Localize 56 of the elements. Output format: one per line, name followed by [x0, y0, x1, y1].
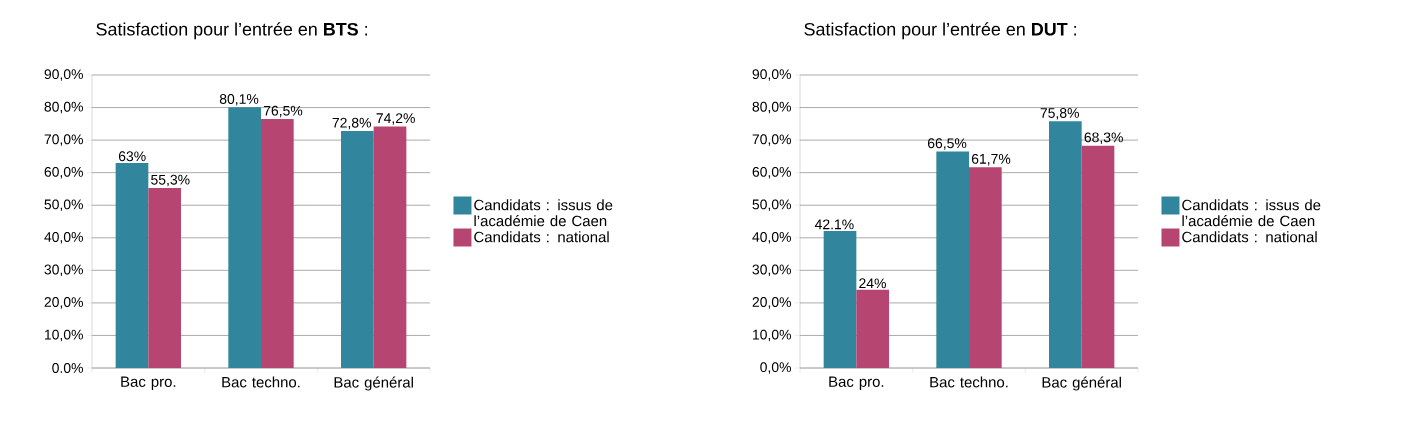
bar — [228, 107, 261, 368]
y-tick-label: 90,0% — [752, 69, 791, 81]
legend-label: Candidats : issus de l’académie de Caen — [1182, 199, 1321, 227]
data-label: 42.1% — [814, 219, 854, 230]
bar — [969, 167, 1002, 368]
data-label: 74,2% — [376, 113, 415, 125]
bar — [115, 162, 149, 368]
y-tick-label: 50,0% — [752, 199, 791, 211]
y-tick-label: 90,0% — [44, 69, 83, 81]
bar — [1049, 121, 1082, 368]
bar — [341, 131, 374, 368]
bar — [856, 289, 890, 368]
y-tick-label: 20,0% — [752, 297, 791, 309]
y-tick-label: 80,0% — [752, 101, 791, 114]
bar — [823, 230, 857, 368]
bar — [1081, 145, 1115, 368]
bar — [936, 151, 970, 368]
y-tick-label: 50,0% — [44, 199, 83, 211]
data-label: 61,7% — [971, 153, 1011, 166]
chart-title: Satisfaction pour l’entrée en DUT : — [804, 22, 1076, 40]
y-tick-label: 40,0% — [752, 232, 791, 244]
x-tick-label: Bac techno. — [222, 376, 300, 388]
x-tick-label: Bac techno. — [930, 376, 1008, 388]
y-tick-label: 0,0% — [760, 362, 791, 374]
data-label: 72,8% — [332, 117, 371, 130]
chart-title: Satisfaction pour l’entrée en BTS : — [96, 22, 367, 40]
y-tick-label: 30,0% — [752, 264, 791, 277]
y-tick-label: 60,0% — [44, 166, 83, 179]
legend-label: Candidats : issus de l’académie de Caen — [474, 199, 613, 227]
x-tick-label: Bac général — [1042, 376, 1121, 391]
data-label: 63% — [118, 151, 146, 162]
data-label: 75,8% — [1040, 108, 1079, 120]
bar — [148, 187, 182, 368]
x-tick-label: Bac pro. — [121, 376, 176, 390]
y-tick-label: 20,0% — [44, 297, 83, 309]
x-tick-label: Bac général — [334, 376, 413, 391]
data-label: 80,1% — [219, 94, 259, 106]
bar — [373, 126, 407, 368]
y-tick-label: 80,0% — [44, 101, 83, 114]
y-tick-label: 70,0% — [752, 134, 791, 146]
legend-label: Candidats : national — [474, 231, 609, 243]
data-label: 76,5% — [263, 105, 303, 118]
data-label: 66,5% — [927, 138, 967, 150]
data-label: 68,3% — [1084, 132, 1123, 144]
y-tick-label: 40,0% — [44, 232, 83, 244]
y-tick-label: 70,0% — [44, 134, 83, 146]
y-tick-label: 10,0% — [44, 329, 83, 342]
y-tick-label: 60,0% — [752, 166, 791, 179]
y-tick-label: 10,0% — [753, 329, 791, 342]
y-tick-label: 0.0% — [52, 363, 83, 373]
y-tick-label: 30,0% — [44, 264, 83, 277]
data-label: 55,3% — [151, 174, 190, 187]
data-label: 24% — [859, 278, 886, 289]
x-tick-label: Bac pro. — [829, 376, 884, 390]
bar — [261, 118, 294, 368]
legend-label: Candidats : national — [1182, 231, 1317, 243]
